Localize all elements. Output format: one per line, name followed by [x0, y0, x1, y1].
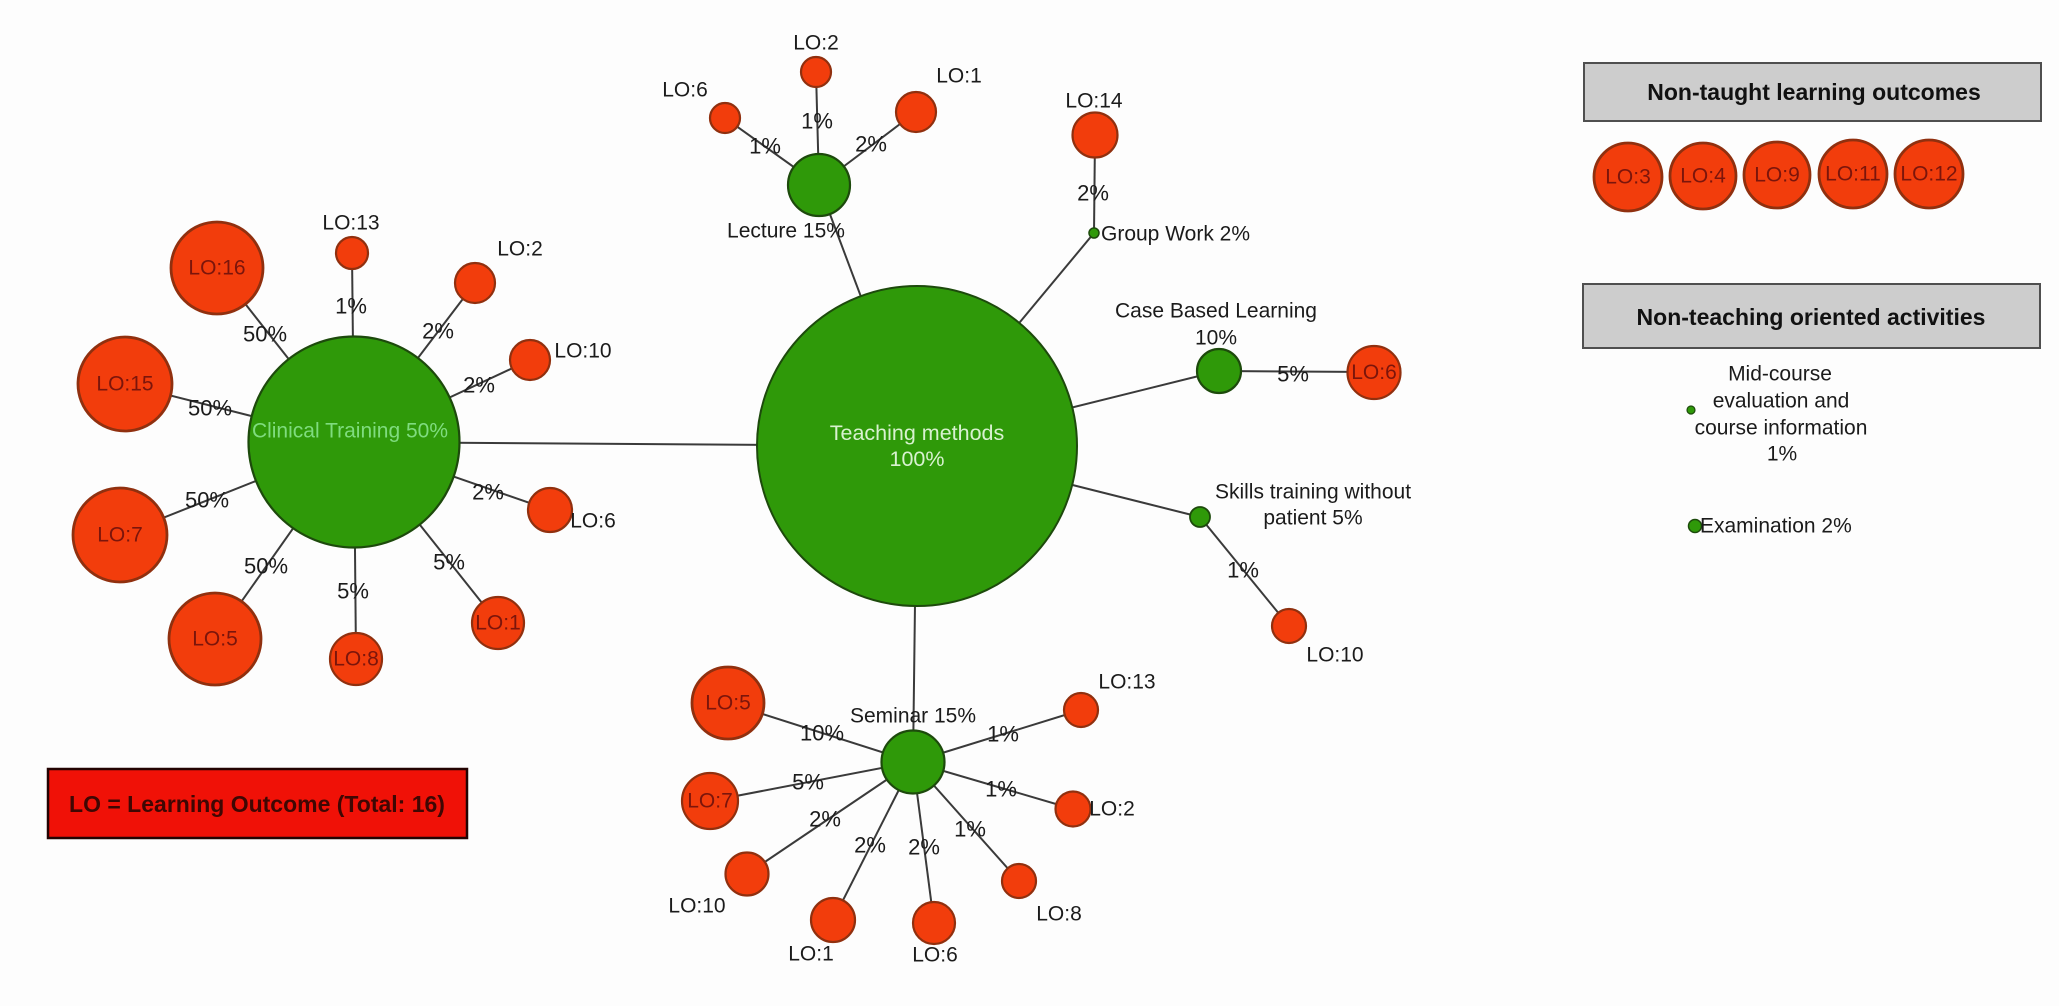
svg-text:LO:2: LO:2 — [793, 32, 839, 55]
svg-text:LO:3: LO:3 — [1605, 166, 1651, 189]
svg-text:Non-teaching oriented activiti: Non-teaching oriented activities — [1637, 304, 1986, 330]
svg-text:10%: 10% — [1195, 327, 1237, 350]
svg-text:Mid-course: Mid-course — [1728, 363, 1832, 386]
svg-text:LO:7: LO:7 — [97, 524, 143, 547]
svg-text:1%: 1% — [985, 777, 1017, 802]
svg-text:LO:5: LO:5 — [192, 628, 238, 651]
svg-text:LO:1: LO:1 — [788, 943, 834, 966]
svg-text:LO:2: LO:2 — [497, 238, 543, 261]
svg-text:LO:4: LO:4 — [1680, 165, 1726, 188]
svg-text:Teaching methods: Teaching methods — [830, 421, 1005, 445]
svg-text:2%: 2% — [854, 833, 886, 858]
svg-text:course information: course information — [1695, 417, 1868, 440]
svg-text:LO:6: LO:6 — [662, 79, 708, 102]
svg-text:5%: 5% — [792, 770, 824, 795]
svg-text:1%: 1% — [987, 722, 1019, 747]
svg-text:1%: 1% — [1227, 558, 1259, 583]
svg-text:LO:11: LO:11 — [1825, 163, 1881, 186]
svg-text:evaluation and: evaluation and — [1713, 390, 1850, 413]
svg-text:LO:1: LO:1 — [475, 612, 521, 635]
svg-text:5%: 5% — [433, 550, 465, 575]
svg-text:50%: 50% — [244, 554, 288, 579]
svg-text:Case Based Learning: Case Based Learning — [1115, 300, 1317, 323]
svg-text:LO:13: LO:13 — [322, 212, 379, 235]
svg-text:LO:16: LO:16 — [188, 257, 245, 280]
svg-text:2%: 2% — [463, 373, 495, 398]
svg-text:LO:10: LO:10 — [668, 895, 725, 918]
svg-text:Skills training without: Skills training without — [1215, 481, 1411, 504]
svg-text:50%: 50% — [188, 396, 232, 421]
svg-text:5%: 5% — [1277, 362, 1309, 387]
svg-text:LO:8: LO:8 — [333, 648, 379, 671]
svg-text:LO:2: LO:2 — [1089, 798, 1135, 821]
svg-text:LO:10: LO:10 — [554, 340, 611, 363]
svg-text:LO:6: LO:6 — [912, 944, 958, 967]
svg-text:50%: 50% — [185, 488, 229, 513]
svg-text:100%: 100% — [890, 447, 945, 471]
svg-text:2%: 2% — [908, 835, 940, 860]
svg-text:LO:15: LO:15 — [96, 373, 153, 396]
svg-text:LO:1: LO:1 — [936, 65, 982, 88]
svg-text:LO:5: LO:5 — [705, 692, 751, 715]
svg-text:LO:14: LO:14 — [1065, 90, 1123, 113]
svg-text:2%: 2% — [855, 132, 887, 157]
svg-text:50%: 50% — [243, 322, 287, 347]
svg-text:LO:8: LO:8 — [1036, 903, 1082, 926]
svg-text:1%: 1% — [1767, 443, 1797, 466]
svg-text:LO:12: LO:12 — [1900, 163, 1957, 186]
svg-text:LO = Learning Outcome (Total:: LO = Learning Outcome (Total: 16) — [69, 791, 445, 817]
svg-text:1%: 1% — [801, 109, 833, 134]
svg-text:5%: 5% — [337, 579, 369, 604]
svg-text:LO:7: LO:7 — [687, 790, 733, 813]
svg-text:2%: 2% — [422, 319, 454, 344]
svg-text:LO:13: LO:13 — [1098, 671, 1155, 694]
svg-text:LO:10: LO:10 — [1306, 644, 1363, 667]
svg-text:1%: 1% — [335, 294, 367, 319]
svg-text:2%: 2% — [1077, 181, 1109, 206]
svg-text:Examination 2%: Examination 2% — [1700, 515, 1852, 538]
svg-text:LO:9: LO:9 — [1754, 164, 1800, 187]
svg-text:Clinical Training 50%: Clinical Training 50% — [252, 420, 448, 443]
svg-text:patient 5%: patient 5% — [1263, 507, 1362, 530]
svg-text:2%: 2% — [809, 807, 841, 832]
svg-text:Group Work 2%: Group Work 2% — [1101, 223, 1250, 246]
svg-text:Lecture 15%: Lecture 15% — [727, 220, 845, 243]
svg-text:LO:6: LO:6 — [570, 510, 616, 533]
svg-text:Seminar 15%: Seminar 15% — [850, 705, 976, 728]
svg-text:10%: 10% — [800, 721, 844, 746]
svg-text:LO:6: LO:6 — [1351, 361, 1397, 384]
svg-text:2%: 2% — [472, 480, 504, 505]
svg-text:1%: 1% — [749, 134, 781, 159]
svg-text:1%: 1% — [954, 817, 986, 842]
svg-text:Non-taught learning outcomes: Non-taught learning outcomes — [1647, 79, 1981, 105]
